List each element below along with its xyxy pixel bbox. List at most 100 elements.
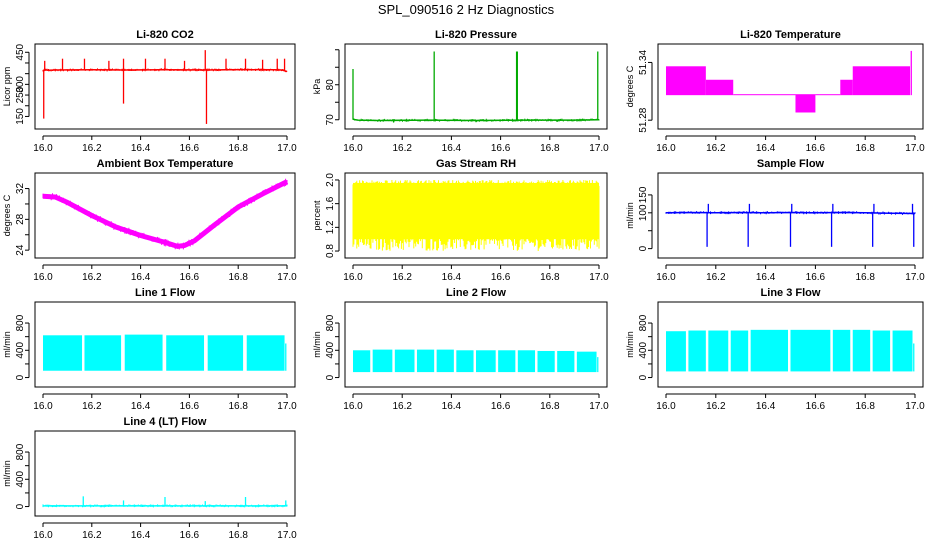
y-tick-label: 1.2 xyxy=(325,220,336,234)
plot-frame xyxy=(657,301,924,388)
data-band xyxy=(246,335,285,371)
x-tick-label: 16.6 xyxy=(180,272,200,283)
y-tick-label: 150 xyxy=(638,186,649,203)
x-tick-label: 16.8 xyxy=(855,272,875,283)
y-tick-label: 400 xyxy=(325,342,336,359)
y-tick-label: 150 xyxy=(15,108,26,125)
x-tick-label: 16.4 xyxy=(131,401,151,412)
panel-title: Line 2 Flow xyxy=(446,287,506,299)
x-tick-label: 16.8 xyxy=(855,401,875,412)
panel-title: Li-820 Pressure xyxy=(435,29,517,41)
y-tick-label: 800 xyxy=(325,314,336,331)
y-tick-label: 0 xyxy=(638,245,649,251)
data-band xyxy=(372,349,393,373)
x-tick-label: 16.0 xyxy=(33,272,53,283)
y-tick-label: 800 xyxy=(15,314,26,331)
figure-title: SPL_090516 2 Hz Diagnostics xyxy=(378,2,555,17)
y-tick-label: 0 xyxy=(638,374,649,380)
data-band xyxy=(666,66,706,96)
y-tick-label: 800 xyxy=(15,443,26,460)
x-tick-label: 17.0 xyxy=(905,143,925,154)
x-tick-label: 16.2 xyxy=(706,143,726,154)
x-tick-label: 16.6 xyxy=(491,401,511,412)
series-noise xyxy=(42,68,288,73)
x-tick-label: 16.4 xyxy=(442,143,462,154)
data-band xyxy=(852,329,871,372)
x-tick-label: 16.0 xyxy=(343,143,363,154)
panel-10: Line 4 (LT) Flow ml/min 16.0 16.2 16.4 16.6 16… xyxy=(2,416,297,540)
data-band xyxy=(557,350,575,373)
x-tick-label: 16.8 xyxy=(540,401,560,412)
y-tick-label: 800 xyxy=(638,314,649,331)
plot-frame xyxy=(657,172,924,259)
plot-frame xyxy=(344,43,608,130)
x-tick-label: 16.4 xyxy=(442,401,462,412)
panel-3: Li-820 Temperature degrees C 16.0 16.2 16.4 1… xyxy=(625,29,925,154)
x-tick-label: 16.0 xyxy=(656,272,676,283)
x-tick-label: 16.8 xyxy=(855,143,875,154)
y-axis-label: ml/min xyxy=(312,331,322,358)
x-tick-label: 16.6 xyxy=(180,530,200,540)
x-tick-label: 16.4 xyxy=(756,143,776,154)
y-tick-label: 28 xyxy=(15,213,26,225)
x-tick-label: 16.8 xyxy=(228,143,248,154)
x-tick-label: 16.2 xyxy=(706,272,726,283)
y-tick-label: 0 xyxy=(325,374,336,380)
y-axis-label: ml/min xyxy=(625,202,635,229)
data-marks xyxy=(42,496,288,508)
plot-frame xyxy=(34,172,296,259)
y-tick-label: 400 xyxy=(638,342,649,359)
data-band xyxy=(537,350,555,373)
x-tick-label: 16.4 xyxy=(131,143,151,154)
x-tick-label: 16.0 xyxy=(656,401,676,412)
y-axis-label: degrees C xyxy=(625,65,635,107)
x-tick-label: 17.0 xyxy=(277,530,297,540)
panel-title: Li-820 Temperature xyxy=(740,29,841,41)
x-tick-label: 16.2 xyxy=(392,143,412,154)
data-band xyxy=(815,94,841,96)
x-tick-label: 16.6 xyxy=(806,143,826,154)
x-tick-label: 16.4 xyxy=(756,272,776,283)
x-tick-label: 17.0 xyxy=(277,143,297,154)
data-band xyxy=(750,329,789,372)
panel-7: Line 1 Flow ml/min 16.0 16.2 16.4 16.6 16.8 17.… xyxy=(2,287,297,412)
data-marks xyxy=(352,51,600,123)
data-band xyxy=(476,350,496,373)
data-band xyxy=(872,330,891,372)
x-tick-label: 17.0 xyxy=(589,272,609,283)
x-tick-label: 17.0 xyxy=(589,401,609,412)
plot-frame xyxy=(34,43,296,130)
x-tick-label: 16.8 xyxy=(540,272,560,283)
noise-path xyxy=(352,180,600,251)
series-noise xyxy=(42,178,288,250)
y-tick-label: 51.28 xyxy=(638,107,649,132)
x-tick-label: 16.2 xyxy=(82,143,102,154)
data-band xyxy=(416,349,435,373)
plot-frame xyxy=(34,301,296,388)
x-tick-label: 17.0 xyxy=(905,401,925,412)
data-marks xyxy=(352,180,600,251)
panel-5: Gas Stream RH percent 16.0 16.2 16.4 16.6 16.8… xyxy=(312,158,609,283)
x-tick-label: 16.2 xyxy=(82,401,102,412)
x-tick-label: 16.0 xyxy=(343,401,363,412)
x-tick-label: 16.0 xyxy=(656,143,676,154)
x-tick-label: 16.2 xyxy=(82,272,102,283)
data-band xyxy=(840,79,853,96)
data-band xyxy=(795,94,816,113)
panels-container: Li-820 CO2 Licor ppm 16.0 16.2 16.4 16.6 16.8 1… xyxy=(2,29,925,540)
x-tick-label: 16.6 xyxy=(806,401,826,412)
panel-title: Line 1 Flow xyxy=(135,287,195,299)
y-tick-label: 51.34 xyxy=(638,49,649,74)
data-band xyxy=(688,330,706,372)
data-band xyxy=(43,335,83,371)
data-band xyxy=(832,329,851,372)
x-tick-label: 16.0 xyxy=(343,272,363,283)
y-axis-label: ml/min xyxy=(2,460,12,487)
y-axis-label: degrees C xyxy=(2,194,12,236)
data-band xyxy=(498,350,516,373)
x-tick-label: 17.0 xyxy=(277,272,297,283)
y-tick-label: 100 xyxy=(638,204,649,221)
plot-frame xyxy=(344,301,608,388)
y-tick-label: 70 xyxy=(325,114,336,126)
y-axis-label: kPa xyxy=(312,79,322,95)
